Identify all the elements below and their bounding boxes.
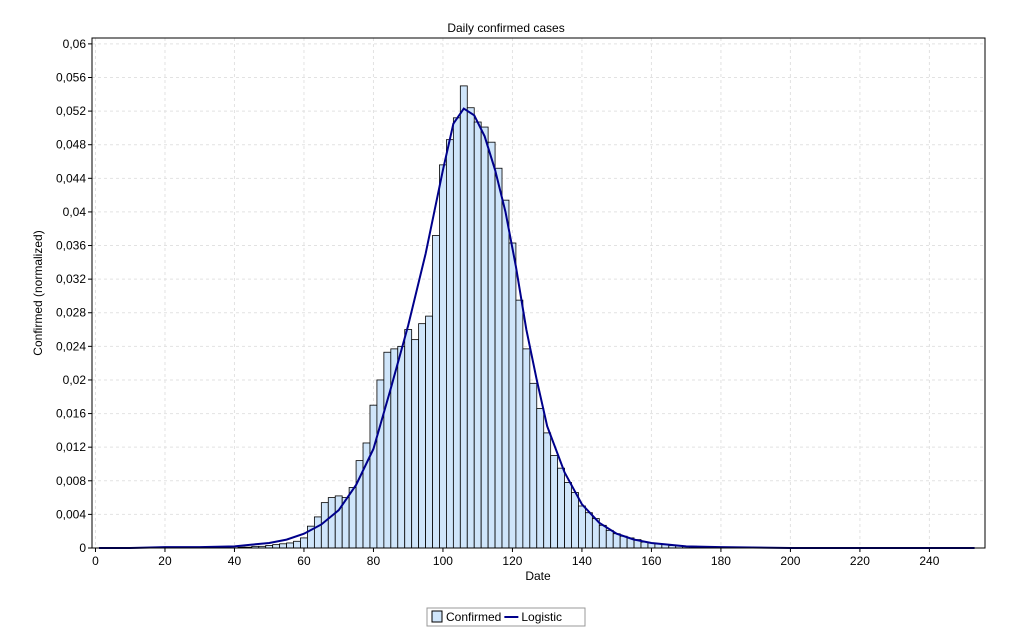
histogram-bar <box>501 199 510 549</box>
legend-label: Logistic <box>521 610 562 624</box>
histogram-bar <box>425 315 433 549</box>
histogram-bar <box>550 455 559 549</box>
x-tick-label: 40 <box>228 554 242 568</box>
x-tick-label: 200 <box>780 554 800 568</box>
histogram-bar <box>557 467 565 549</box>
x-axis-label: Date <box>525 569 551 583</box>
histogram-bar <box>446 139 454 549</box>
y-tick-label: 0,032 <box>56 272 86 286</box>
histogram-bar <box>466 107 475 549</box>
legend-swatch <box>431 610 443 623</box>
histogram-bar <box>383 351 392 549</box>
histogram-bar <box>348 487 357 549</box>
y-tick-label: 0,052 <box>56 104 86 118</box>
histogram-bar <box>313 516 322 549</box>
histogram-bar <box>536 408 545 549</box>
histogram-bar <box>397 345 406 549</box>
histogram-bar <box>494 167 503 549</box>
x-tick-label: 220 <box>850 554 870 568</box>
x-tick-label: 100 <box>433 554 453 568</box>
histogram-bar <box>418 323 426 549</box>
histogram-bar <box>508 242 517 549</box>
y-tick-label: 0,004 <box>56 507 86 521</box>
y-tick-label: 0,036 <box>56 239 86 253</box>
histogram-bar <box>480 126 489 549</box>
y-tick-label: 0,024 <box>56 339 86 353</box>
histogram-bar <box>320 502 329 549</box>
x-tick-label: 240 <box>919 554 939 568</box>
histogram-bar <box>473 121 482 549</box>
histogram-bar <box>522 348 531 549</box>
histogram-bar <box>272 544 281 549</box>
x-tick-label: 80 <box>367 554 381 568</box>
y-tick-label: 0 <box>79 541 86 555</box>
histogram-bar <box>598 524 607 549</box>
histogram-bar <box>543 432 552 549</box>
x-tick-label: 140 <box>572 554 592 568</box>
x-tick-label: 20 <box>158 554 172 568</box>
histogram-bar <box>529 382 538 549</box>
histogram-bar <box>605 529 614 549</box>
histogram-bar <box>452 117 461 549</box>
y-tick-label: 0,048 <box>56 138 86 152</box>
y-tick-label: 0,028 <box>56 306 86 320</box>
y-tick-label: 0,06 <box>63 37 87 51</box>
plot-frame <box>91 37 986 549</box>
histogram-bar <box>334 495 343 549</box>
histogram-bar <box>619 535 628 549</box>
legend: Confirmed Logistic <box>426 607 586 627</box>
histogram-bar <box>487 141 496 549</box>
histogram-bar <box>578 505 586 549</box>
y-tick-label: 0,044 <box>56 171 86 185</box>
histogram-bar <box>404 329 413 549</box>
y-tick-label: 0,04 <box>63 205 87 219</box>
x-tick-label: 60 <box>297 554 311 568</box>
histogram-bar <box>515 299 524 549</box>
histogram-bar <box>564 482 572 549</box>
histogram-bar <box>432 235 440 549</box>
y-axis-label: Confirmed (normalized) <box>31 230 45 355</box>
histogram-bar <box>327 497 336 549</box>
x-tick-label: 0 <box>92 554 99 568</box>
histogram-bar <box>411 339 420 549</box>
histogram-bar <box>439 164 447 549</box>
histogram-bar <box>459 85 468 549</box>
histogram-bar <box>286 542 294 549</box>
line-series <box>98 107 975 549</box>
y-tick-label: 0,016 <box>56 407 86 421</box>
histogram-bar <box>369 404 378 549</box>
histogram-bar <box>612 533 621 549</box>
legend-label: Confirmed <box>446 610 501 624</box>
histogram-bar <box>571 492 579 549</box>
histogram-bar <box>300 537 308 549</box>
histogram-bar <box>585 512 593 549</box>
y-tick-label: 0,012 <box>56 440 86 454</box>
y-tick-label: 0,008 <box>56 474 86 488</box>
y-tick-label: 0,056 <box>56 70 86 84</box>
x-tick-label: 180 <box>711 554 731 568</box>
chart-title: Daily confirmed cases <box>447 21 564 35</box>
x-tick-label: 120 <box>502 554 522 568</box>
histogram-bar <box>279 543 287 549</box>
y-tick-label: 0,02 <box>63 373 87 387</box>
histogram-bar <box>293 540 301 549</box>
histogram-bar <box>376 379 385 549</box>
x-tick-label: 160 <box>641 554 661 568</box>
